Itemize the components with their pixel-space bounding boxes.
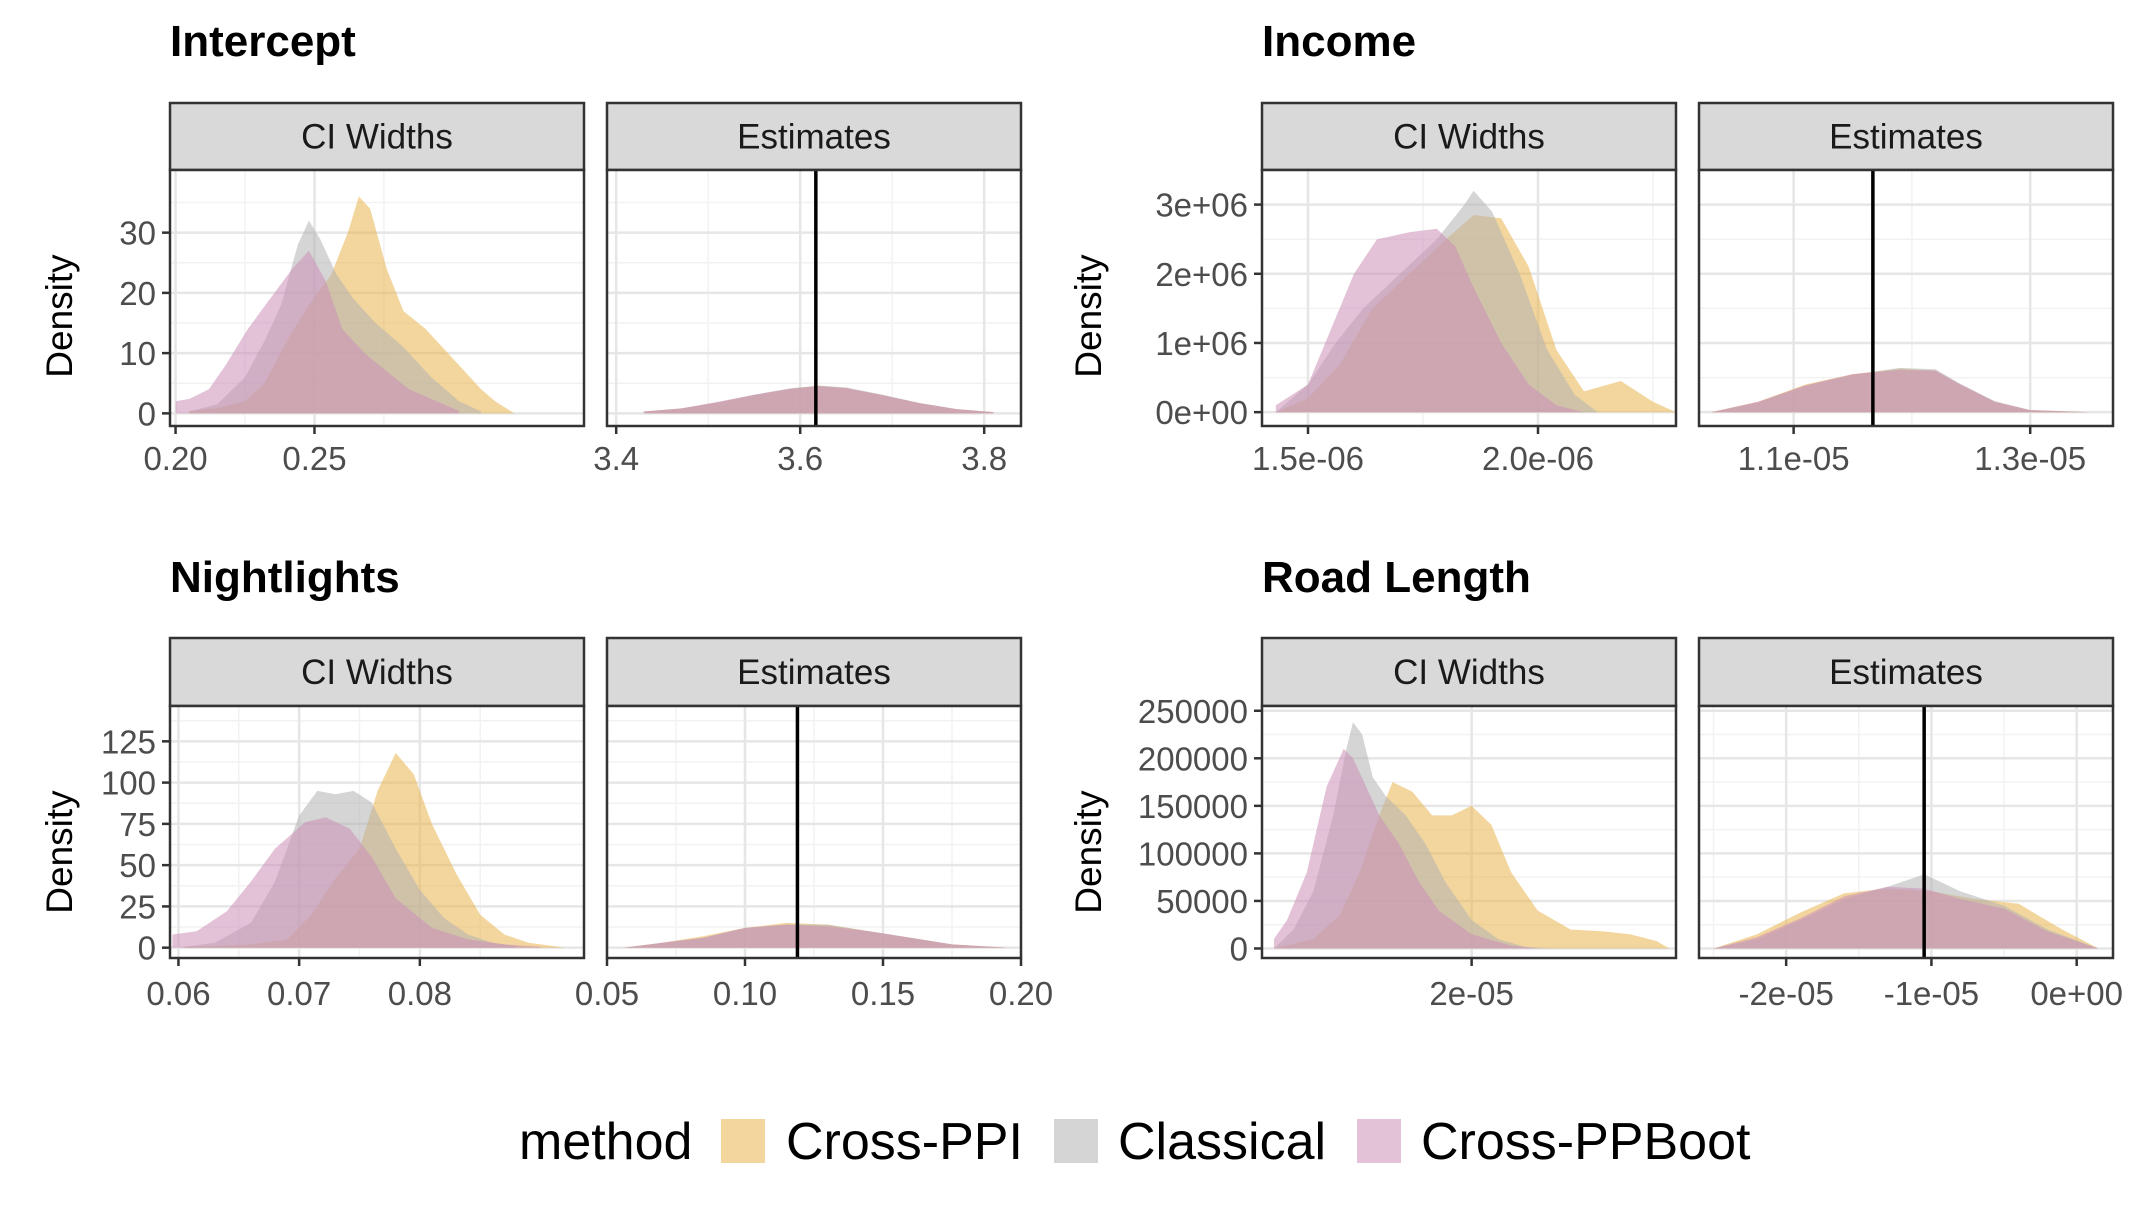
density-cross-ppboot-income-estimates	[1710, 370, 2090, 413]
y-tick-label: 3e+06	[1155, 187, 1248, 224]
x-tick-label: 0.15	[851, 975, 915, 1012]
y-tick-label: 100000	[1138, 835, 1248, 872]
y-tick-label: 150000	[1138, 788, 1248, 825]
panel-border	[168, 704, 586, 960]
density-cross-ppboot-income-ci-widths	[1275, 228, 1584, 413]
x-tick-label: 2.0e-06	[1482, 440, 1594, 477]
facet-intercept-estimates: Estimates 3.4 3.6 3.8	[593, 101, 1023, 477]
y-tick-label: 75	[119, 806, 156, 843]
y-tick-label: 125	[101, 723, 156, 760]
y-tick-label: 200000	[1138, 740, 1248, 777]
y-tick-label: 1e+06	[1155, 325, 1248, 362]
facet-intercept-ci-widths: CI Widths 0.20 0.25 0 10 20 30	[119, 101, 586, 477]
x-tick-label: 1.5e-06	[1252, 440, 1364, 477]
x-tick-label: 0.07	[267, 975, 331, 1012]
panel-border	[168, 168, 586, 428]
facet-strip-label: Estimates	[1829, 118, 1983, 157]
x-tick-label: 0.25	[282, 440, 346, 477]
legend-title: method	[519, 1113, 692, 1171]
facet-income-estimates: Estimates 1.1e-05 1.3e-05	[1697, 101, 2115, 477]
legend-label-cross-ppi: Cross-PPI	[786, 1113, 1023, 1171]
panel-border	[605, 704, 1023, 960]
panel-title-income: Income	[1262, 17, 1416, 66]
x-tick-label: 0.05	[575, 975, 639, 1012]
panel-income: Income Density CI Widths 1.5e-06 2.0e-06 0e+0…	[1068, 17, 2115, 477]
x-tick-label: 2e-05	[1429, 975, 1513, 1012]
y-tick-label: 0	[138, 930, 156, 967]
y-tick-label: 0e+00	[1155, 394, 1248, 431]
x-tick-label: 1.1e-05	[1738, 440, 1850, 477]
panel-road-length: Road Length Density CI Widths 2e-05 0 50000 10…	[1068, 553, 2123, 1012]
facet-strip-label: Estimates	[1829, 653, 1983, 692]
x-tick-label: 0.20	[143, 440, 207, 477]
facet-nightlights-ci-widths: CI Widths 0.06 0.07 0.08 0 25 50 75 100 125	[101, 636, 586, 1012]
y-axis-label: Density	[1068, 790, 1109, 914]
y-tick-label: 0	[1230, 930, 1248, 967]
legend: method Cross-PPI Classical Cross-PPBoot	[519, 1113, 1751, 1171]
facet-strip	[1260, 101, 1678, 172]
y-axis-label: Density	[39, 254, 80, 378]
facet-strip-label: CI Widths	[1393, 118, 1545, 157]
legend-label-classical: Classical	[1118, 1113, 1326, 1171]
facet-strip	[168, 101, 586, 172]
panel-title-road-length: Road Length	[1262, 553, 1531, 602]
x-tick-label: 0.08	[388, 975, 452, 1012]
facet-strip-label: Estimates	[737, 653, 891, 692]
y-tick-label: 250000	[1138, 693, 1248, 730]
panel-border	[1697, 168, 2115, 428]
facet-income-ci-widths: CI Widths 1.5e-06 2.0e-06 0e+00 1e+06 2e+06 3e…	[1155, 101, 1678, 477]
density-cross-ppboot-intercept-ci-widths	[175, 250, 459, 414]
panel-border	[1260, 168, 1678, 428]
y-axis-label: Density	[39, 790, 80, 914]
facet-strip-label: CI Widths	[1393, 653, 1545, 692]
panel-intercept: Intercept Density CI Widths 0.20 0.25 0 10 20 30…	[39, 17, 1023, 477]
legend-key-classical	[1054, 1119, 1098, 1163]
y-tick-label: 50000	[1156, 883, 1248, 920]
density-cross-ppboot-nightlights-ci-widths	[172, 817, 541, 948]
y-tick-label: 10	[119, 335, 156, 372]
panel-border	[605, 168, 1023, 428]
facet-strip-label: Estimates	[737, 118, 891, 157]
y-tick-label: 20	[119, 275, 156, 312]
y-tick-label: 100	[101, 765, 156, 802]
x-tick-label: 0e+00	[2030, 975, 2123, 1012]
x-tick-label: 0.20	[989, 975, 1053, 1012]
density-cross-ppboot-road-length-estimates	[1713, 886, 2099, 949]
legend-key-cross-ppboot	[1357, 1119, 1401, 1163]
y-tick-label: 25	[119, 888, 156, 925]
x-tick-label: 3.4	[593, 440, 639, 477]
panel-border	[1260, 704, 1678, 960]
density-cross-ppboot-intercept-estimates	[643, 386, 994, 414]
facet-strip-label: CI Widths	[301, 118, 453, 157]
x-tick-label: -2e-05	[1738, 975, 1833, 1012]
legend-key-cross-ppi	[721, 1119, 765, 1163]
x-tick-label: 3.6	[777, 440, 823, 477]
x-tick-label: 3.8	[961, 440, 1007, 477]
x-tick-label: 0.06	[146, 975, 210, 1012]
panel-nightlights: Nightlights Density CI Widths 0.06 0.07 0.08 0…	[39, 553, 1053, 1012]
y-tick-label: 30	[119, 215, 156, 252]
facet-strip	[1260, 636, 1678, 708]
facet-road-length-estimates: Estimates -2e-05 -1e-05 0e+00	[1697, 636, 2123, 1012]
legend-label-cross-ppboot: Cross-PPBoot	[1421, 1113, 1751, 1171]
facet-strip	[1697, 101, 2115, 172]
panel-title-intercept: Intercept	[170, 17, 356, 66]
facet-strip	[168, 636, 586, 708]
y-tick-label: 50	[119, 847, 156, 884]
y-axis-label: Density	[1068, 254, 1109, 378]
panel-border	[1697, 704, 2115, 960]
x-tick-label: -1e-05	[1884, 975, 1979, 1012]
panel-title-nightlights: Nightlights	[170, 553, 400, 602]
facet-strip	[1697, 636, 2115, 708]
density-cross-ppboot-road-length-ci-widths	[1273, 748, 1538, 949]
facet-road-length-ci-widths: CI Widths 2e-05 0 50000 100000 150000 200000 25…	[1138, 636, 1678, 1012]
x-tick-label: 1.3e-05	[1974, 440, 2086, 477]
x-tick-label: 0.10	[713, 975, 777, 1012]
facet-nightlights-estimates: Estimates 0.05 0.10 0.15 0.20	[575, 636, 1053, 1012]
y-tick-label: 0	[138, 395, 156, 432]
y-tick-label: 2e+06	[1155, 256, 1248, 293]
density-cross-ppboot-nightlights-estimates	[623, 924, 1008, 948]
facet-strip-label: CI Widths	[301, 653, 453, 692]
